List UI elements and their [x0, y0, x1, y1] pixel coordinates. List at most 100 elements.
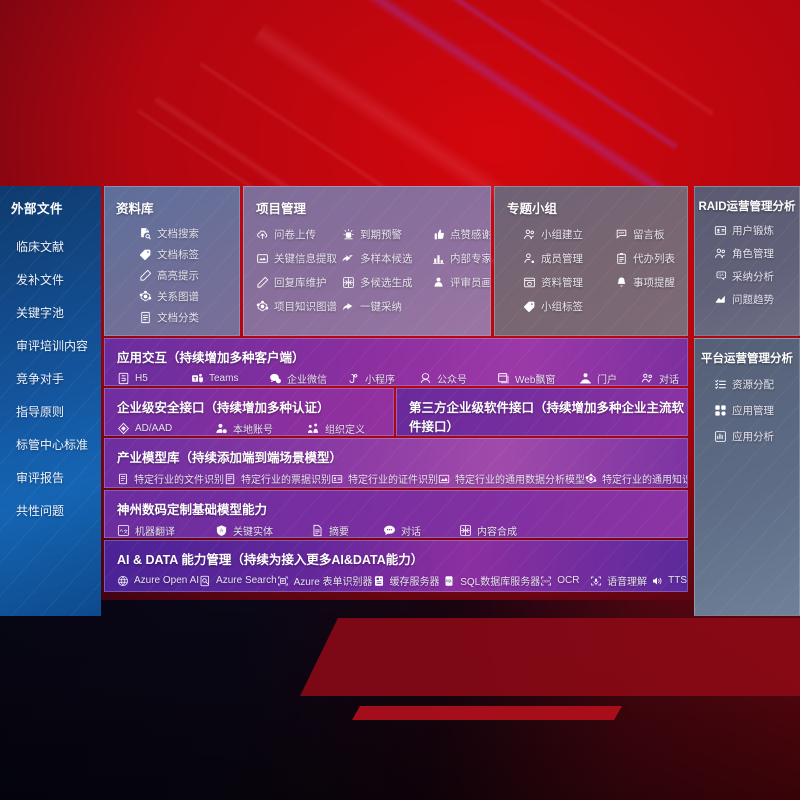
ai-item-speech-understanding[interactable]: 语音理解 — [590, 573, 651, 588]
industry-item-data-analysis-model[interactable]: 特定行业的通用数据分析模型 — [438, 471, 585, 486]
sidebar-item-clinical-literature[interactable]: 临床文献 — [16, 240, 65, 254]
entity-icon: A — [215, 524, 228, 537]
base-item-content-synthesis[interactable]: 内容合成 — [459, 523, 517, 537]
repo-item-label: 文档分类 — [157, 312, 199, 324]
group-item-label: 小组标签 — [541, 301, 583, 313]
panel-raid-analysis: RAID运营管理分析 用户锻炼 角色管理 QA 采纳分析 问题趋势 — [694, 186, 800, 336]
security-item-label: AD/AAD — [135, 423, 173, 434]
industry-item-id-recognition[interactable]: 特定行业的证件识别 — [331, 471, 438, 486]
sidebar-item-standards-center[interactable]: 标管中心标准 — [16, 438, 89, 452]
panel-project-items: 问卷上传 到期预警 点赞感谢 关键信息提取 多样本候选 内部专家排名 — [244, 217, 490, 314]
group-item-create-group[interactable]: 小组建立 — [523, 227, 615, 242]
project-item-multi-candidate-gen[interactable]: 多候选生成 — [342, 275, 432, 290]
app-item-miniprogram[interactable]: 小程序 — [347, 371, 419, 385]
sql-database-icon: SQL — [443, 575, 455, 587]
task-list-icon — [714, 378, 727, 391]
ai-item-tts[interactable]: TTS — [651, 575, 687, 587]
dialog-icon — [641, 372, 654, 385]
panel-repository-title: 资料库 — [116, 202, 154, 216]
teams-icon — [191, 372, 204, 385]
sidebar-item-common-issues[interactable]: 共性问题 — [16, 504, 65, 518]
security-item-ad-aad[interactable]: AD/AAD — [117, 422, 215, 435]
ai-item-cache-server[interactable]: 缓存服务器 — [373, 573, 444, 588]
ai-item-form-recognizer[interactable]: Azure 表单识别器 — [277, 573, 373, 588]
group-item-label: 留言板 — [633, 229, 665, 241]
chat-icon — [383, 524, 396, 537]
raid-item-label: 用户锻炼 — [732, 225, 774, 237]
industry-item-receipt-recognition[interactable]: 特定行业的票据识别 — [224, 471, 331, 486]
group-item-group-tag[interactable]: 小组标签 — [523, 299, 615, 314]
knowledge-graph-icon — [585, 473, 597, 485]
app-item-h5[interactable]: H5 — [117, 372, 191, 385]
app-item-web-window[interactable]: Web飘窗 — [497, 371, 579, 385]
sidebar-item-review-training[interactable]: 审评培训内容 — [16, 339, 89, 353]
raid-item-user-training[interactable]: 用户锻炼 — [714, 223, 799, 238]
app-item-wecom[interactable]: 企业微信 — [269, 371, 347, 385]
project-item-one-click-adopt[interactable]: 一键采纳 — [342, 299, 432, 314]
project-item-multi-sample[interactable]: 多样本候选 — [342, 251, 432, 266]
svg-text:A: A — [220, 528, 224, 534]
project-item-thanks[interactable]: 点赞感谢 — [432, 227, 490, 242]
panel-raid-items: 用户锻炼 角色管理 QA 采纳分析 问题趋势 — [695, 214, 799, 307]
org-icon — [307, 422, 320, 435]
repo-item-document-search[interactable]: 文档搜索 — [139, 226, 239, 241]
security-item-local-account[interactable]: 本地账号 — [215, 421, 307, 435]
base-item-key-entity[interactable]: A 关键实体 — [215, 523, 311, 537]
project-item-expert-ranking[interactable]: 内部专家排名 — [432, 251, 490, 266]
industry-item-knowledge-graph-model[interactable]: 特定行业的通用知识图谱模型 — [585, 471, 687, 486]
app-item-teams[interactable]: Teams — [191, 372, 269, 385]
app-item-dialog[interactable]: 对话 — [641, 371, 679, 385]
app-item-portal[interactable]: 门户 — [579, 371, 641, 385]
tts-icon — [651, 575, 663, 587]
ai-item-azure-search[interactable]: Azure Search — [199, 575, 277, 587]
raid-item-adoption-analysis[interactable]: QA 采纳分析 — [714, 269, 799, 284]
app-item-label: 公众号 — [437, 375, 467, 386]
repo-item-document-tag[interactable]: 文档标签 — [139, 247, 239, 262]
raid-item-role-management[interactable]: 角色管理 — [714, 246, 799, 261]
raid-item-label: 问题趋势 — [732, 294, 774, 306]
project-item-reply-library[interactable]: 回复库维护 — [256, 275, 342, 290]
app-analytics-icon — [714, 430, 727, 443]
repo-item-highlight[interactable]: 高亮提示 — [139, 268, 239, 283]
group-item-member-management[interactable]: 成员管理 — [523, 251, 615, 266]
group-item-todo-list[interactable]: 代办列表 — [615, 251, 687, 266]
repo-item-relation-graph[interactable]: 关系图谱 — [139, 289, 239, 304]
base-item-summary[interactable]: 摘要 — [311, 523, 383, 537]
project-item-reviewer-profile[interactable]: 评审员画像 — [432, 275, 490, 290]
security-item-org-definition[interactable]: 组织定义 — [307, 421, 365, 435]
project-item-key-info-extract[interactable]: 关键信息提取 — [256, 251, 342, 266]
project-item-questionnaire-upload[interactable]: 问卷上传 — [256, 227, 342, 242]
project-item-due-alert[interactable]: 到期预警 — [342, 227, 432, 242]
group-item-material-management[interactable]: 资料管理 — [523, 275, 615, 290]
pen-icon — [256, 276, 269, 289]
extract-icon — [256, 252, 269, 265]
app-item-official-account[interactable]: 公众号 — [419, 371, 497, 386]
ai-item-sql-database[interactable]: SQL SQL数据库服务器 — [443, 573, 540, 588]
group-item-message-board[interactable]: 留言板 — [615, 227, 687, 242]
ai-item-ocr[interactable]: OCR OCR — [540, 575, 590, 587]
sidebar-item-supplement-docs[interactable]: 发补文件 — [16, 273, 65, 287]
sidebar-item-guidelines[interactable]: 指导原则 — [16, 405, 65, 419]
sidebar-item-keyword-pool[interactable]: 关键字池 — [16, 306, 65, 320]
project-item-knowledge-graph[interactable]: 项目知识图谱 — [256, 299, 342, 314]
tag-icon — [139, 248, 152, 261]
sidebar-item-competitors[interactable]: 竞争对手 — [16, 372, 65, 386]
industry-item-label: 特定行业的票据识别 — [241, 475, 331, 486]
industry-item-file-recognition[interactable]: 特定行业的文件识别 — [117, 471, 224, 486]
panel-raid-title: RAID运营管理分析 — [698, 201, 796, 213]
archive-icon — [523, 276, 536, 289]
sidebar-item-review-report[interactable]: 审评报告 — [16, 471, 65, 485]
base-item-dialog[interactable]: 对话 — [383, 523, 459, 537]
raid-item-issue-trend[interactable]: 问题趋势 — [714, 292, 799, 307]
dashboard-board: 外部文件 临床文献 发补文件 关键字池 审评培训内容 竞争对手 指导原则 标管中… — [0, 186, 800, 616]
panel-topic-group: 专题小组 小组建立 留言板 成员管理 代办列表 资料管理 — [494, 186, 688, 336]
ai-item-azure-openai[interactable]: Azure Open AI — [117, 575, 199, 587]
platform-item-app-management[interactable]: 应用管理 — [714, 403, 799, 418]
platform-item-resource-allocation[interactable]: 资源分配 — [714, 377, 799, 392]
sidebar-title: 外部文件 — [11, 202, 64, 216]
repo-item-document-classify[interactable]: 文档分类 — [139, 310, 239, 325]
group-item-item-reminder[interactable]: 事项提醒 — [615, 275, 687, 290]
platform-item-app-analysis[interactable]: 应用分析 — [714, 429, 799, 444]
